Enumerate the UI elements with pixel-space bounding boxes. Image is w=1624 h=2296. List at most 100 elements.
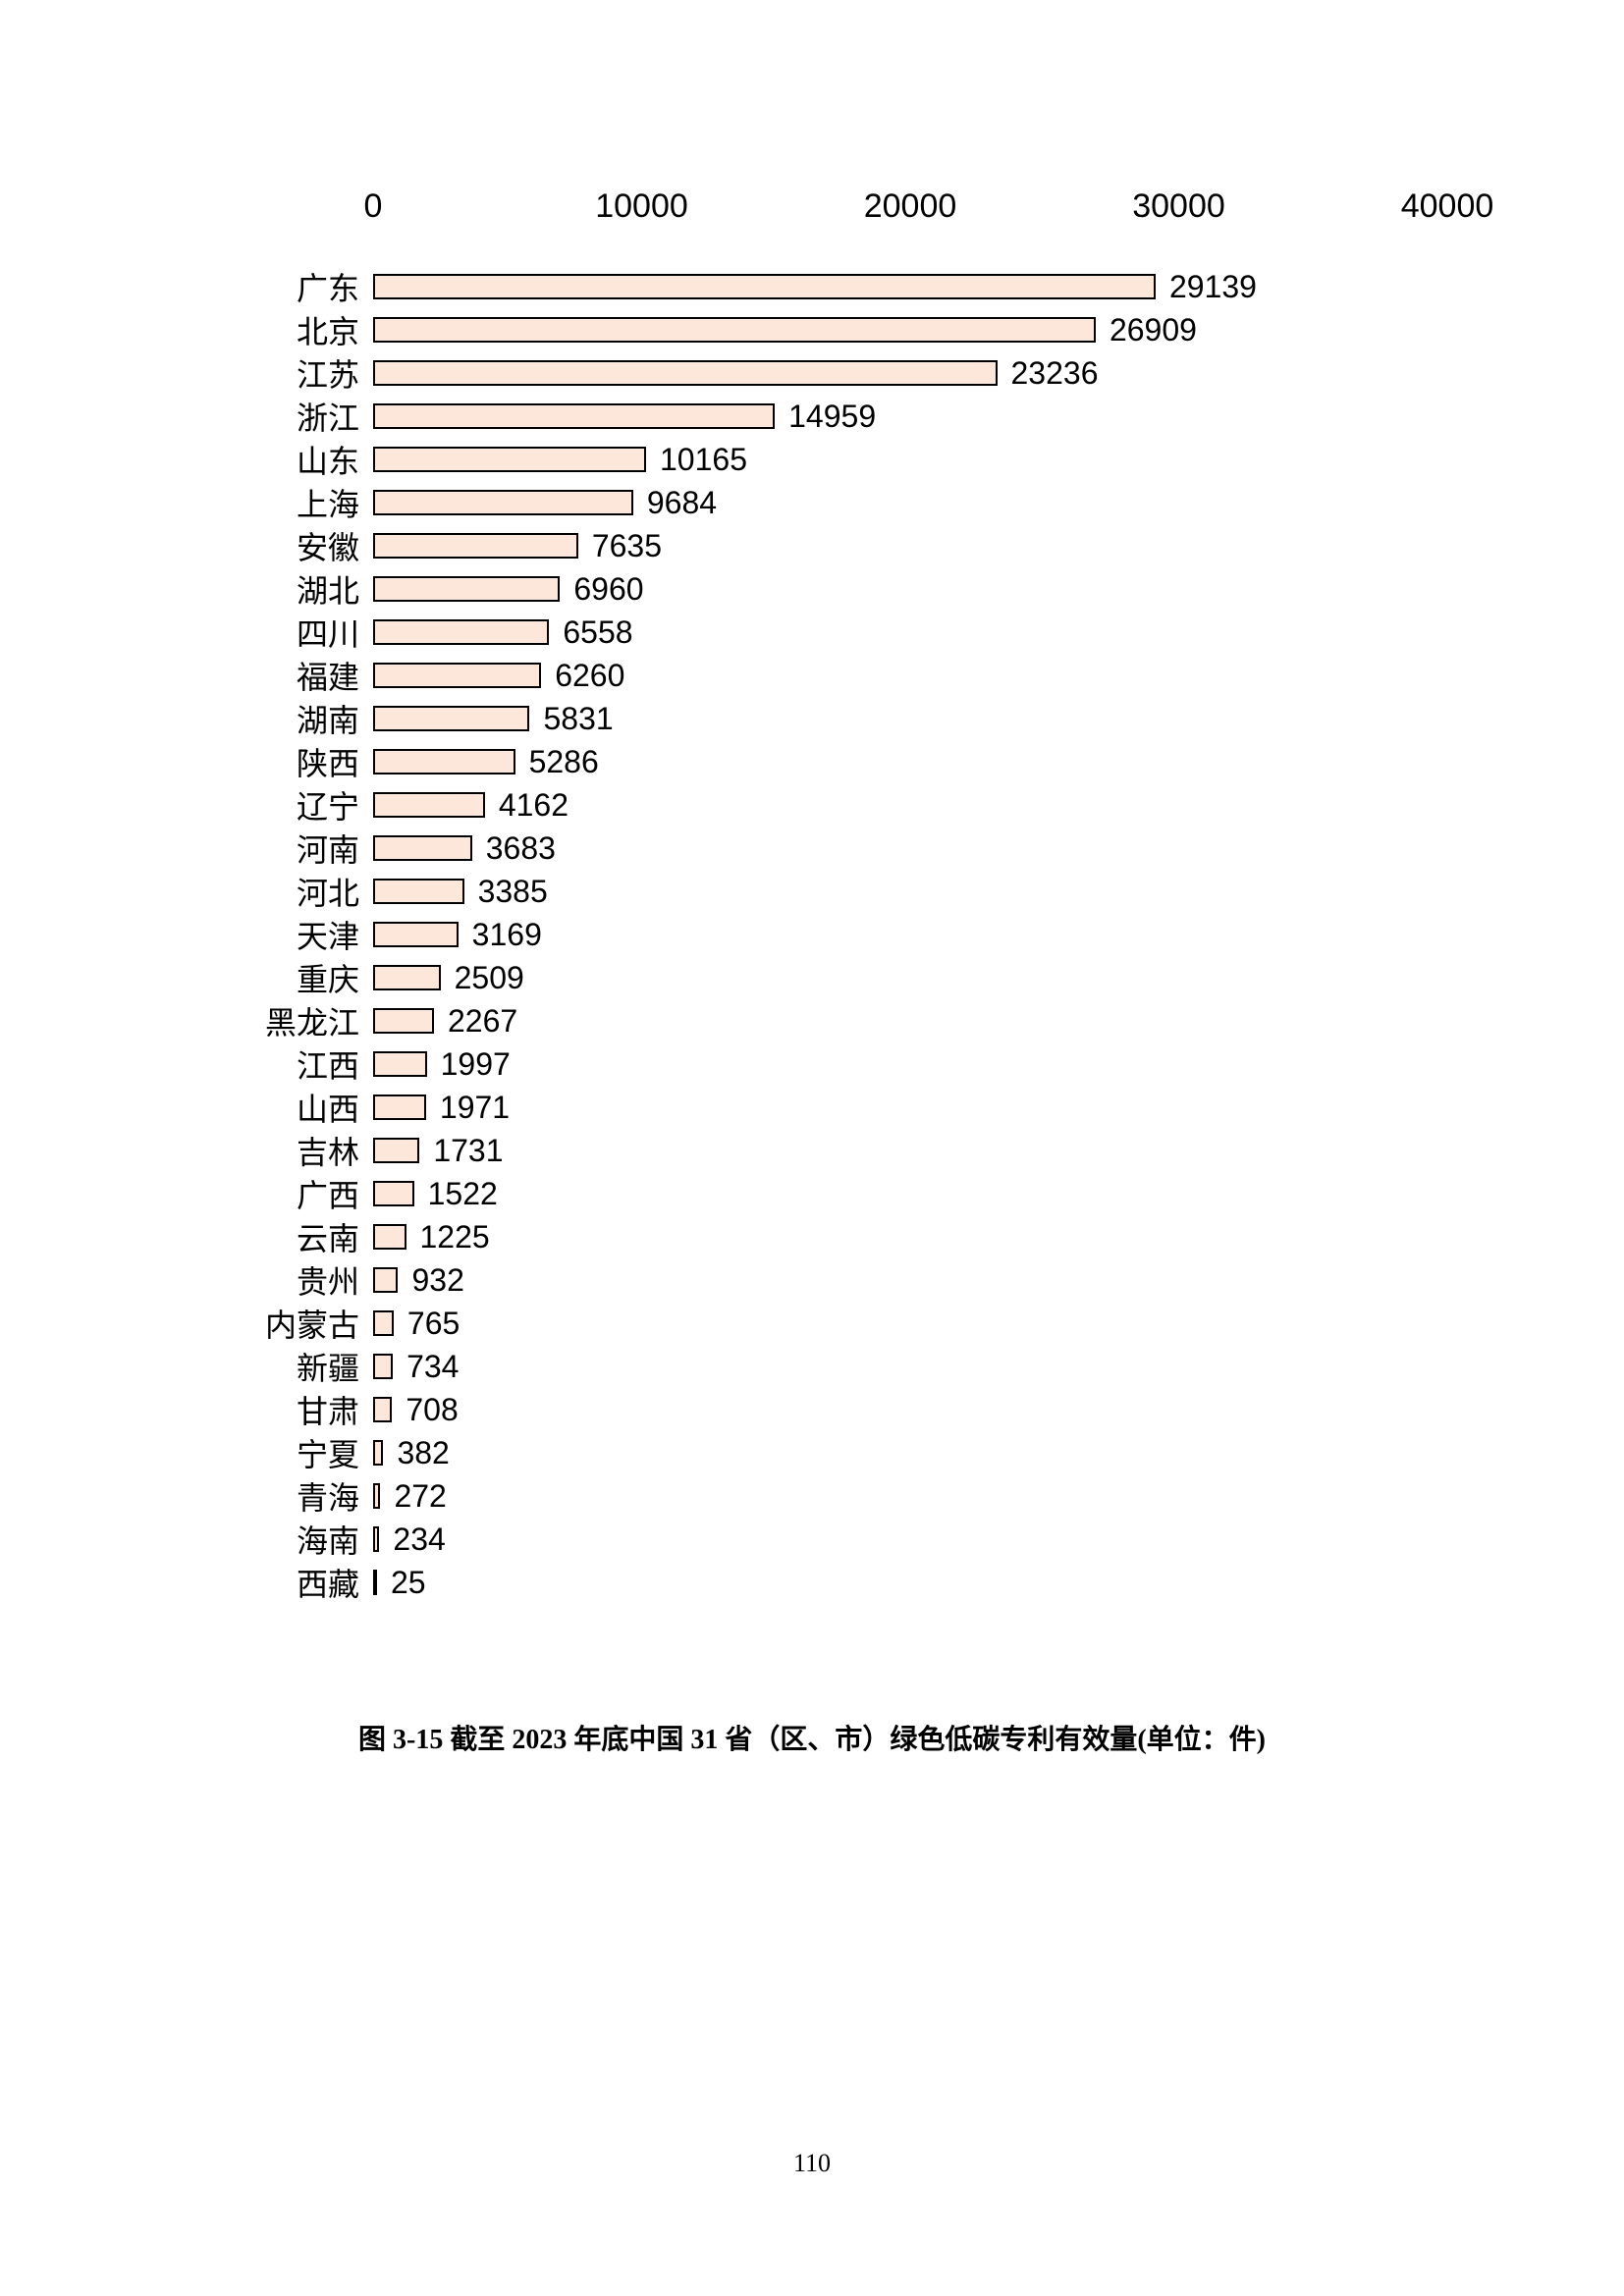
bar-track: 23236 [373,351,1447,395]
bar-track: 2509 [373,956,1447,999]
y-axis-label: 青海 [177,1473,373,1519]
bar-value-label: 4162 [499,787,568,824]
bar-value-label: 6960 [573,571,643,608]
bar-value-label: 382 [397,1435,449,1471]
bar-track: 10165 [373,438,1447,481]
y-axis-label: 新疆 [177,1344,373,1389]
x-tick-label: 30000 [1132,187,1225,226]
x-axis-ticks: 010000200003000040000 [373,177,1447,236]
bar [373,922,459,947]
bar-row: 云南1225 [177,1215,1447,1258]
y-axis-label: 西藏 [177,1560,373,1605]
bar-track: 5831 [373,697,1447,740]
y-axis-label: 山东 [177,437,373,482]
y-axis-label: 广西 [177,1171,373,1216]
bar-track: 932 [373,1258,1447,1302]
bar-track: 234 [373,1518,1447,1561]
bar-track: 1971 [373,1086,1447,1129]
bar-row: 广西 1522 [177,1172,1447,1215]
y-axis-label: 天津 [177,912,373,957]
bar [373,403,775,429]
bar-row: 西藏25 [177,1561,1447,1604]
bar-track: 1522 [373,1172,1447,1215]
y-axis-label: 浙江 [177,394,373,439]
page: 010000200003000040000 广东29139北京26909江苏23… [0,0,1624,2296]
bar-track: 3169 [373,913,1447,956]
y-axis-label: 江苏 [177,350,373,396]
bar-track: 3683 [373,827,1447,870]
bar-track: 1997 [373,1042,1447,1086]
y-axis-label: 陕西 [177,739,373,784]
bar-row: 内蒙古765 [177,1302,1447,1345]
bar-value-label: 23236 [1011,355,1099,392]
y-axis-label: 黑龙江 [177,998,373,1043]
bar-value-label: 5286 [529,744,599,780]
bar-track: 4162 [373,783,1447,827]
bar-row: 四川6558 [177,611,1447,654]
bar-track: 2267 [373,999,1447,1042]
bar-value-label: 7635 [592,528,662,564]
y-axis-label: 海南 [177,1517,373,1562]
y-axis-label: 北京 [177,307,373,352]
bar-row: 青海272 [177,1474,1447,1518]
bar-value-label: 1997 [441,1046,511,1083]
bar-value-label: 3385 [478,874,548,910]
bar [373,879,464,904]
y-axis-label: 广东 [177,264,373,309]
bar [373,360,998,386]
bar-row: 辽宁 4162 [177,783,1447,827]
bar-value-label: 5831 [543,701,613,737]
bar [373,619,549,645]
bar-value-label: 2509 [455,960,524,996]
page-number: 110 [0,2149,1624,2178]
bar-row: 湖北6960 [177,567,1447,611]
bar [373,1224,406,1250]
x-tick-label: 20000 [864,187,957,226]
y-axis-label: 重庆 [177,955,373,1000]
bar [373,965,441,990]
bar [373,576,560,602]
bar-value-label: 9684 [647,485,717,521]
bar-track: 1731 [373,1129,1447,1172]
y-axis-label: 辽宁 [177,782,373,828]
bar [373,1526,379,1552]
bar-track: 9684 [373,481,1447,524]
bar-track: 7635 [373,524,1447,567]
bar [373,1570,377,1595]
bar [373,317,1096,343]
y-axis-label: 上海 [177,480,373,525]
x-tick-label: 10000 [595,187,688,226]
bar-value-label: 1731 [433,1133,503,1169]
bar-value-label: 3169 [472,917,542,953]
bar-track: 29139 [373,265,1447,308]
bar-value-label: 734 [406,1349,459,1385]
y-axis-label: 吉林 [177,1128,373,1173]
bar-row: 山西1971 [177,1086,1447,1129]
bar-row: 北京26909 [177,308,1447,351]
y-axis-label: 江西 [177,1041,373,1087]
bar-value-label: 765 [407,1306,460,1342]
bar [373,1267,398,1293]
bar-value-label: 234 [393,1522,445,1558]
bar [373,1051,427,1077]
bar-row: 吉林 1731 [177,1129,1447,1172]
bar-track: 14959 [373,395,1447,438]
figure-caption: 图 3-15 截至 2023 年底中国 31 省（区、市）绿色低碳专利有效量(单… [0,1718,1624,1757]
bar-track: 708 [373,1388,1447,1431]
bar-row: 上海 9684 [177,481,1447,524]
x-tick-label: 40000 [1401,187,1494,226]
bar-row: 海南 234 [177,1518,1447,1561]
bar-track: 6558 [373,611,1447,654]
bar [373,1397,392,1422]
bar [373,792,485,818]
bar-value-label: 6260 [555,658,624,694]
bar [373,1440,383,1466]
bar-track: 25 [373,1561,1447,1604]
bar [373,1354,393,1379]
bar-row: 重庆 2509 [177,956,1447,999]
bar-row: 黑龙江2267 [177,999,1447,1042]
bar-track: 382 [373,1431,1447,1474]
bar-value-label: 1522 [428,1176,498,1212]
bar [373,1008,434,1034]
bar-track: 6260 [373,654,1447,697]
